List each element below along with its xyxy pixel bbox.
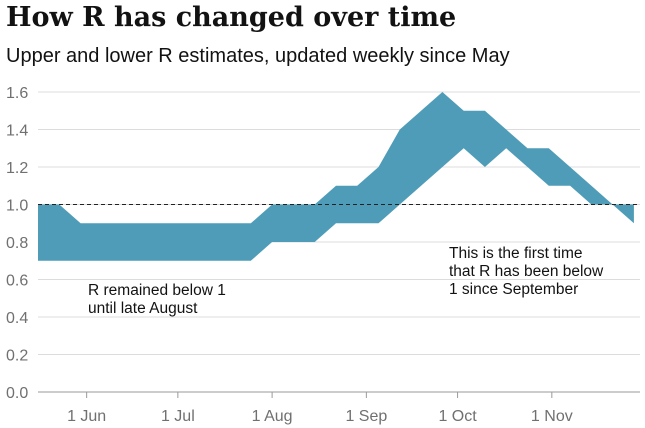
- y-axis-tick-labels: 0.0 0.2 0.4 0.6 0.8 1.0 1.2 1.4 1.6: [6, 85, 28, 402]
- x-tick-label: 1 Sep: [345, 408, 387, 425]
- y-tick-label: 1.6: [6, 85, 28, 102]
- y-tick-label: 1.0: [6, 198, 28, 215]
- y-tick-label: 0.6: [6, 273, 28, 290]
- y-tick-label: 0.2: [6, 348, 28, 365]
- y-tick-label: 0.0: [6, 385, 28, 402]
- y-tick-label: 0.4: [6, 310, 28, 327]
- annotation-line: 1 since September: [449, 281, 578, 298]
- y-tick-label: 1.2: [6, 160, 28, 177]
- x-axis-ticks: 1 Jun 1 Jul 1 Aug 1 Sep 1 Oct 1 Nov: [67, 392, 573, 425]
- x-tick-label: 1 Jul: [161, 408, 195, 425]
- chart-title: How R has changed over time: [6, 2, 457, 33]
- y-tick-label: 1.4: [6, 123, 28, 140]
- annotations: R remained below 1 until late August This …: [88, 245, 604, 317]
- x-tick-label: 1 Oct: [438, 408, 477, 425]
- x-tick-label: 1 Jun: [67, 408, 106, 425]
- y-tick-label: 0.8: [6, 235, 28, 252]
- annotation-line: that R has been below: [449, 263, 604, 280]
- annotation-first-time-below-one: This is the first time that R has been be…: [449, 245, 604, 298]
- annotation-line: R remained below 1: [88, 282, 226, 299]
- x-tick-label: 1 Aug: [252, 408, 293, 425]
- r-estimate-band: [38, 92, 634, 261]
- x-tick-label: 1 Nov: [531, 408, 573, 425]
- annotation-line: This is the first time: [449, 245, 583, 262]
- chart-subtitle: Upper and lower R estimates, updated wee…: [6, 45, 510, 67]
- annotation-line: until late August: [88, 300, 198, 317]
- annotation-below-one: R remained below 1 until late August: [88, 282, 226, 317]
